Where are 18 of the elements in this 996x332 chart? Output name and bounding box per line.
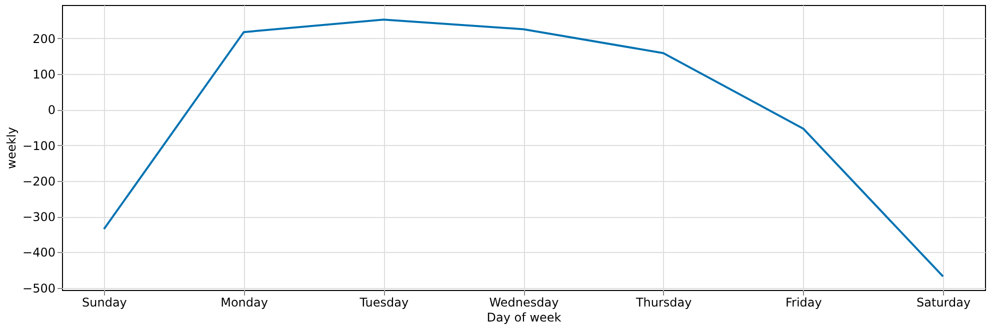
x-tick-label: Monday <box>220 296 268 310</box>
y-tick-label: 100 <box>32 68 56 82</box>
y-tick-label: −400 <box>22 246 56 260</box>
x-tick-label: Saturday <box>916 296 971 310</box>
y-tick-label: −300 <box>22 210 56 224</box>
y-axis-title: weekly <box>4 127 19 169</box>
y-tick-label: 200 <box>32 32 56 46</box>
x-tick-label: Thursday <box>634 296 692 310</box>
y-tick-label: −500 <box>22 281 56 296</box>
line-series <box>102 18 944 278</box>
x-tick-label: Sunday <box>82 296 127 310</box>
x-tick-label: Friday <box>786 296 822 310</box>
y-tick-label: 0 <box>48 103 56 118</box>
x-axis-title: Day of week <box>486 310 562 324</box>
x-tick-label: Tuesday <box>358 296 409 310</box>
y-tick-label: −200 <box>22 174 56 188</box>
x-tick-label: Wednesday <box>489 296 559 310</box>
y-tick-label: −100 <box>22 138 56 153</box>
